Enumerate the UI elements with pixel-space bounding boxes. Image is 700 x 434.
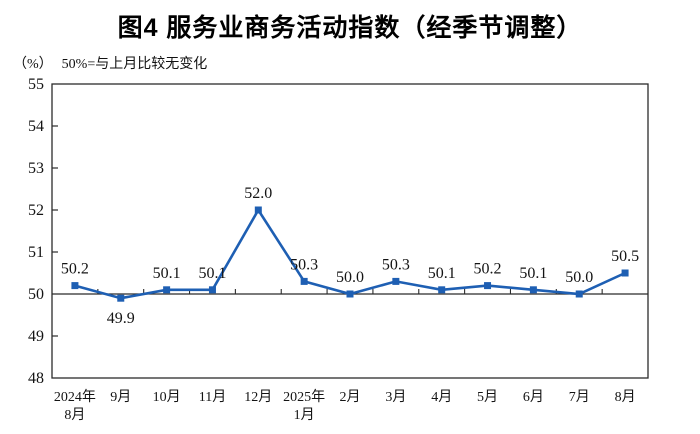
y-tick-label: 48 bbox=[28, 370, 44, 387]
x-tick-label: 2024年 bbox=[54, 389, 96, 405]
x-tick-label: 6月 bbox=[523, 389, 544, 405]
data-point-label: 50.2 bbox=[61, 261, 89, 278]
data-point-label: 50.1 bbox=[428, 265, 456, 282]
data-point-label: 50.0 bbox=[565, 269, 593, 286]
data-point-marker bbox=[529, 286, 537, 294]
chart-title: 图4 服务业商务活动指数（经季节调整） bbox=[117, 14, 583, 42]
x-tick-label: 4月 bbox=[431, 389, 452, 405]
x-tick-label: 9月 bbox=[110, 389, 131, 405]
x-tick-label: 5月 bbox=[477, 389, 498, 405]
data-point-label: 50.3 bbox=[290, 256, 318, 273]
x-tick-label: 2月 bbox=[340, 389, 361, 405]
x-tick-label: 3月 bbox=[385, 389, 406, 405]
x-tick-label: 2025年 bbox=[283, 389, 325, 405]
plot-border bbox=[51, 83, 649, 379]
data-point-marker bbox=[438, 286, 446, 294]
data-point-label: 50.3 bbox=[382, 256, 410, 273]
data-point-marker bbox=[575, 290, 583, 298]
y-tick-label: 49 bbox=[28, 328, 44, 345]
y-tick-label: 54 bbox=[28, 118, 44, 135]
reference-note: 50%=与上月比较无变化 bbox=[61, 57, 208, 72]
data-point-marker bbox=[117, 294, 125, 302]
x-tick-label: 1月 bbox=[294, 407, 315, 423]
y-tick-label: 55 bbox=[28, 76, 44, 93]
data-point-marker bbox=[346, 290, 354, 298]
data-point-label: 52.0 bbox=[244, 185, 272, 202]
x-tick-label: 12月 bbox=[244, 389, 272, 405]
data-point-label: 50.2 bbox=[474, 261, 502, 278]
data-point-label: 50.1 bbox=[519, 265, 547, 282]
y-tick-label: 51 bbox=[28, 244, 44, 261]
x-tick-label: 8月 bbox=[615, 389, 636, 405]
data-point-label: 50.0 bbox=[336, 269, 364, 286]
data-point-label: 50.1 bbox=[198, 265, 226, 282]
y-tick-label: 50 bbox=[28, 286, 44, 303]
y-tick-label: 52 bbox=[28, 202, 44, 219]
data-point-label: 50.5 bbox=[611, 248, 639, 265]
x-tick-label: 11月 bbox=[199, 389, 226, 405]
y-tick-label: 53 bbox=[28, 160, 44, 177]
data-point-marker bbox=[392, 277, 400, 285]
data-point-marker bbox=[300, 277, 308, 285]
x-tick-label: 10月 bbox=[153, 389, 181, 405]
data-point-marker bbox=[163, 286, 171, 294]
data-point-label: 50.1 bbox=[153, 265, 181, 282]
data-point-marker bbox=[208, 286, 216, 294]
data-point-marker bbox=[484, 282, 492, 290]
x-tick-label: 8月 bbox=[64, 407, 85, 423]
x-tick-label: 7月 bbox=[569, 389, 590, 405]
data-point-marker bbox=[621, 269, 629, 277]
data-point-label: 49.9 bbox=[107, 310, 135, 327]
data-point-marker bbox=[71, 282, 79, 290]
chart-subtitle: （%） 50%=与上月比较无变化 bbox=[13, 53, 207, 73]
data-point-marker bbox=[254, 206, 262, 214]
y-axis-unit-label: （%） bbox=[13, 57, 53, 72]
